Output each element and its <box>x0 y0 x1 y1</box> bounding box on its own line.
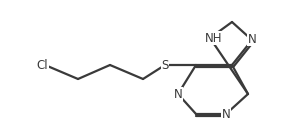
Text: N: N <box>248 32 256 46</box>
Text: N: N <box>222 108 230 121</box>
Text: NH: NH <box>205 31 223 44</box>
Text: N: N <box>174 87 182 100</box>
Text: S: S <box>161 58 169 72</box>
Text: Cl: Cl <box>36 58 48 72</box>
